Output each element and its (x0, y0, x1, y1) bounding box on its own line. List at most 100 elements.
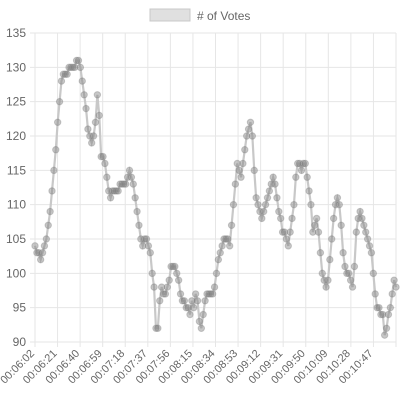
data-point[interactable] (280, 228, 289, 236)
data-point[interactable] (144, 242, 153, 250)
data-point[interactable] (38, 249, 47, 257)
data-point[interactable] (118, 180, 126, 188)
data-point[interactable] (390, 276, 398, 284)
data-point[interactable] (241, 146, 249, 154)
data-point[interactable] (74, 56, 83, 65)
data-point[interactable] (341, 262, 349, 271)
data-point[interactable] (233, 159, 241, 168)
data-point[interactable] (137, 235, 145, 243)
data-point[interactable] (152, 324, 160, 332)
data-point[interactable] (282, 235, 291, 243)
data-point[interactable] (225, 242, 234, 250)
data-point[interactable] (329, 214, 338, 223)
data-point[interactable] (235, 166, 243, 175)
data-point[interactable] (156, 297, 164, 305)
data-point[interactable] (267, 180, 275, 188)
data-point[interactable] (59, 70, 68, 78)
data-point[interactable] (48, 187, 56, 195)
data-point[interactable] (135, 221, 143, 229)
data-point[interactable] (171, 262, 179, 271)
data-point[interactable] (184, 303, 192, 312)
data-point[interactable] (205, 290, 213, 298)
data-point[interactable] (163, 283, 172, 291)
data-point[interactable] (125, 166, 134, 175)
data-point[interactable] (133, 207, 141, 216)
data-point[interactable] (178, 297, 187, 305)
data-point[interactable] (379, 310, 387, 319)
data-point[interactable] (352, 228, 361, 236)
data-point[interactable] (182, 303, 190, 312)
data-point[interactable] (122, 180, 130, 188)
data-point[interactable] (127, 173, 136, 181)
data-point[interactable] (210, 283, 219, 291)
data-point[interactable] (343, 269, 351, 278)
data-point[interactable] (218, 242, 226, 250)
data-point[interactable] (46, 207, 54, 216)
data-point[interactable] (116, 180, 124, 188)
data-point[interactable] (254, 200, 262, 209)
data-point[interactable] (314, 228, 323, 236)
data-point[interactable] (256, 207, 264, 216)
data-point[interactable] (239, 159, 247, 168)
data-point[interactable] (271, 180, 279, 188)
data-point[interactable] (97, 152, 105, 161)
data-point[interactable] (88, 139, 96, 147)
data-point[interactable] (224, 235, 232, 243)
data-point[interactable] (346, 276, 355, 284)
data-point[interactable] (89, 132, 98, 140)
data-point[interactable] (350, 262, 359, 271)
data-point[interactable] (154, 324, 162, 332)
data-point[interactable] (371, 290, 379, 298)
data-point[interactable] (277, 214, 285, 223)
data-point[interactable] (237, 173, 245, 181)
data-point[interactable] (180, 297, 189, 305)
data-point[interactable] (382, 324, 391, 332)
data-point[interactable] (231, 180, 240, 188)
data-point[interactable] (377, 310, 385, 319)
data-point[interactable] (140, 235, 149, 243)
data-point[interactable] (31, 242, 39, 250)
data-point[interactable] (105, 187, 113, 195)
data-point[interactable] (80, 91, 88, 99)
data-point[interactable] (242, 132, 251, 140)
data-point[interactable] (148, 269, 156, 278)
data-point[interactable] (265, 187, 274, 195)
data-point[interactable] (380, 331, 389, 339)
data-point[interactable] (42, 235, 51, 243)
data-point[interactable] (40, 242, 49, 250)
data-point[interactable] (263, 194, 272, 202)
data-point[interactable] (195, 317, 204, 326)
data-point[interactable] (69, 63, 77, 72)
data-point[interactable] (112, 187, 120, 195)
data-point[interactable] (176, 290, 185, 298)
data-point[interactable] (278, 228, 287, 236)
data-point[interactable] (392, 283, 400, 291)
data-point[interactable] (345, 269, 353, 278)
data-point[interactable] (53, 118, 62, 126)
data-point[interactable] (212, 269, 221, 278)
data-point[interactable] (362, 228, 370, 236)
data-point[interactable] (335, 200, 343, 209)
data-point[interactable] (191, 290, 200, 298)
data-point[interactable] (35, 249, 43, 257)
data-point[interactable] (288, 214, 296, 223)
data-point[interactable] (131, 194, 139, 202)
data-point[interactable] (110, 187, 119, 195)
data-point[interactable] (193, 297, 202, 305)
data-point[interactable] (95, 111, 103, 120)
data-point[interactable] (316, 249, 325, 257)
data-point[interactable] (169, 262, 177, 271)
data-point[interactable] (150, 283, 158, 291)
data-point[interactable] (36, 255, 45, 264)
data-point[interactable] (57, 77, 66, 85)
data-point[interactable] (214, 255, 223, 264)
data-point[interactable] (108, 187, 117, 195)
data-point[interactable] (388, 290, 396, 298)
data-point[interactable] (356, 207, 364, 216)
data-point[interactable] (167, 262, 175, 271)
data-point[interactable] (197, 324, 206, 332)
data-point[interactable] (373, 303, 381, 312)
data-point[interactable] (339, 249, 347, 257)
data-point[interactable] (307, 200, 315, 209)
data-point[interactable] (290, 200, 298, 209)
